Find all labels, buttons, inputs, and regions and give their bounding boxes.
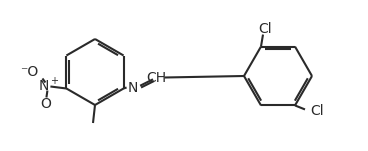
Text: Cl: Cl xyxy=(258,22,272,35)
Text: ⁻O: ⁻O xyxy=(20,64,39,79)
Text: O: O xyxy=(40,98,51,111)
Text: CH: CH xyxy=(146,71,167,85)
Text: +: + xyxy=(50,76,59,85)
Text: N: N xyxy=(128,80,138,95)
Text: Cl: Cl xyxy=(310,104,324,118)
Text: N: N xyxy=(39,79,49,93)
